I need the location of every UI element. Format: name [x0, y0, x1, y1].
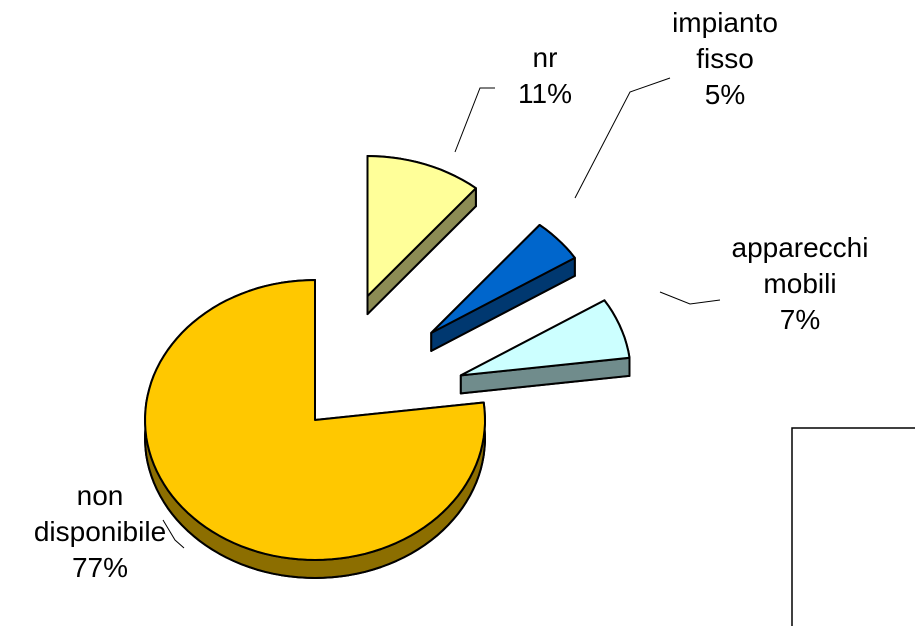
leader-line: [454, 87, 495, 153]
data-label: apparecchi mobili 7%: [715, 230, 885, 338]
leader-line: [162, 519, 185, 549]
value-label: 11%: [518, 78, 572, 109]
category-label: impianto fisso: [672, 7, 778, 74]
value-label: 7%: [779, 304, 821, 335]
data-label: impianto fisso 5%: [640, 5, 810, 113]
legend-frame: [791, 427, 915, 626]
data-label: nr 11%: [460, 40, 630, 112]
category-label: apparecchi mobili: [731, 232, 869, 299]
slice: [144, 279, 486, 561]
value-label: 77%: [71, 552, 129, 583]
value-label: 5%: [704, 79, 746, 110]
slice: [430, 224, 576, 334]
leader-line: [659, 291, 721, 305]
category-label: non disponibile: [33, 480, 167, 547]
leader-line: [574, 77, 671, 199]
slice: [459, 299, 631, 377]
data-label: non disponibile 77%: [15, 478, 185, 586]
slice: [366, 155, 477, 298]
category-label: nr: [532, 42, 558, 73]
